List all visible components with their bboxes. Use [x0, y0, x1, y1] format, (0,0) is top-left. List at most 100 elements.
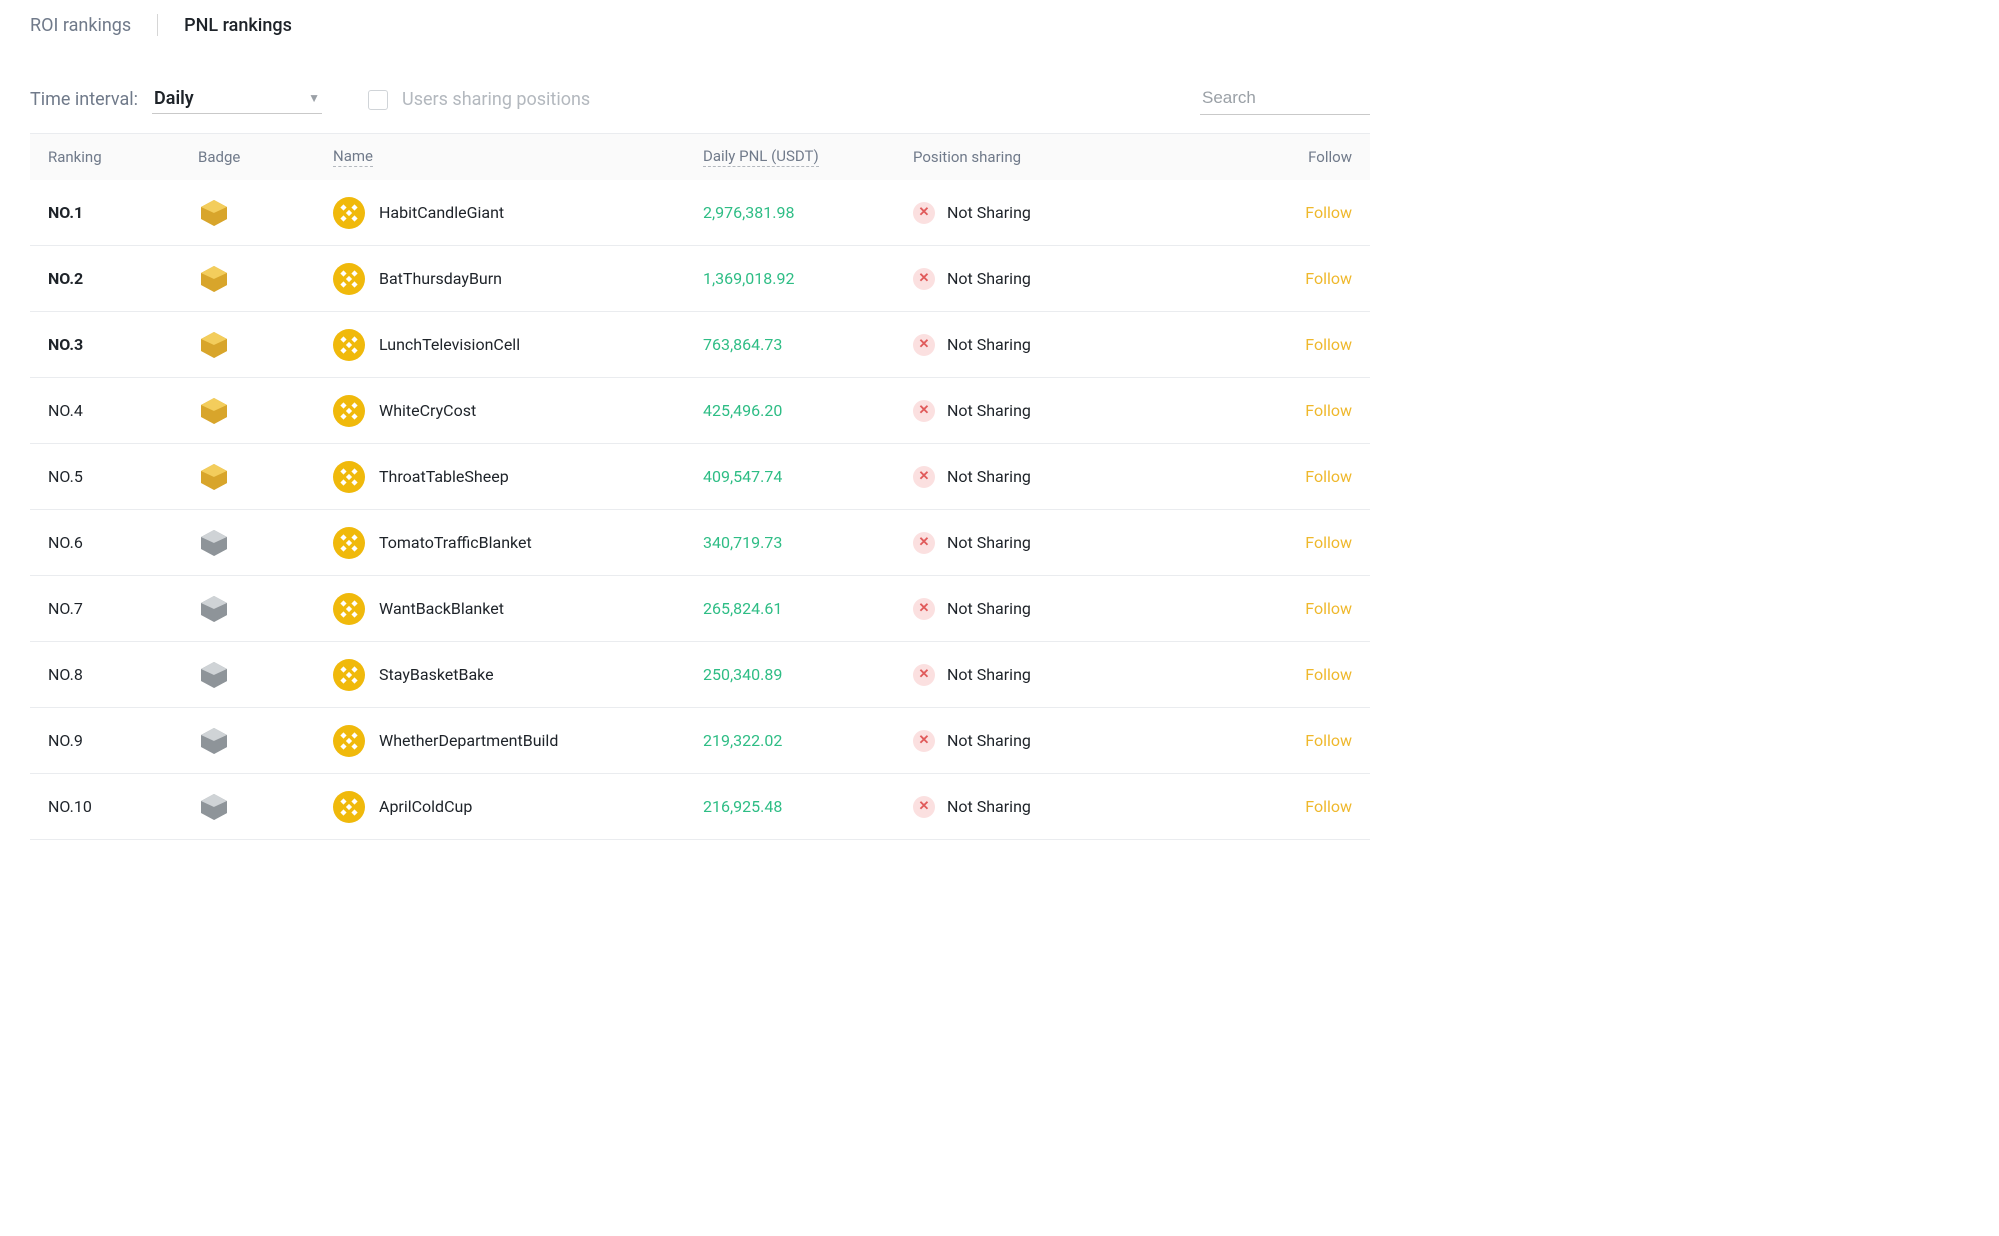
follow-button[interactable]: Follow — [1173, 731, 1352, 750]
user-cell[interactable]: TomatoTrafficBlanket — [333, 527, 703, 559]
users-sharing-positions-toggle[interactable]: Users sharing positions — [368, 89, 590, 110]
user-cell[interactable]: ThroatTableSheep — [333, 461, 703, 493]
ranking-value: NO.9 — [48, 731, 198, 750]
badge-hex-icon — [198, 792, 333, 822]
follow-button[interactable]: Follow — [1173, 665, 1352, 684]
x-circle-icon: ✕ — [913, 268, 935, 290]
pnl-value: 409,547.74 — [703, 467, 913, 486]
pnl-value: 265,824.61 — [703, 599, 913, 618]
x-circle-icon: ✕ — [913, 400, 935, 422]
badge-hex-icon — [198, 594, 333, 624]
follow-button[interactable]: Follow — [1173, 599, 1352, 618]
user-name: AprilColdCup — [379, 797, 472, 816]
ranking-value: NO.6 — [48, 533, 198, 552]
follow-button[interactable]: Follow — [1173, 203, 1352, 222]
ranking-value: NO.4 — [48, 401, 198, 420]
position-sharing-cell: ✕ Not Sharing — [913, 532, 1173, 554]
rankings-table: Ranking Badge Name Daily PNL (USDT) Posi… — [30, 133, 1370, 840]
sharing-label: Not Sharing — [947, 797, 1031, 816]
ranking-value: NO.2 — [48, 269, 198, 288]
table-row: NO.10 AprilColdCup 216,925.48 ✕ Not Shar… — [30, 774, 1370, 840]
user-cell[interactable]: HabitCandleGiant — [333, 197, 703, 229]
sharing-label: Not Sharing — [947, 269, 1031, 288]
x-circle-icon: ✕ — [913, 598, 935, 620]
ranking-value: NO.5 — [48, 467, 198, 486]
th-ranking: Ranking — [48, 148, 198, 166]
table-header: Ranking Badge Name Daily PNL (USDT) Posi… — [30, 134, 1370, 180]
tab-roi-rankings[interactable]: ROI rankings — [30, 15, 131, 36]
user-name: LunchTelevisionCell — [379, 335, 520, 354]
follow-button[interactable]: Follow — [1173, 533, 1352, 552]
badge-hex-icon — [198, 660, 333, 690]
avatar-icon — [333, 659, 365, 691]
ranking-value: NO.7 — [48, 599, 198, 618]
sharing-label: Not Sharing — [947, 203, 1031, 222]
x-circle-icon: ✕ — [913, 334, 935, 356]
pnl-value: 1,369,018.92 — [703, 269, 913, 288]
follow-button[interactable]: Follow — [1173, 335, 1352, 354]
tab-pnl-rankings[interactable]: PNL rankings — [184, 15, 292, 36]
follow-button[interactable]: Follow — [1173, 467, 1352, 486]
table-row: NO.9 WhetherDepartmentBuild 219,322.02 ✕… — [30, 708, 1370, 774]
table-row: NO.1 HabitCandleGiant 2,976,381.98 ✕ Not… — [30, 180, 1370, 246]
badge-hex-icon — [198, 528, 333, 558]
avatar-icon — [333, 395, 365, 427]
checkbox-label: Users sharing positions — [402, 89, 590, 110]
user-cell[interactable]: BatThursdayBurn — [333, 263, 703, 295]
position-sharing-cell: ✕ Not Sharing — [913, 202, 1173, 224]
avatar-icon — [333, 263, 365, 295]
table-row: NO.2 BatThursdayBurn 1,369,018.92 ✕ Not … — [30, 246, 1370, 312]
user-cell[interactable]: WhetherDepartmentBuild — [333, 725, 703, 757]
avatar-icon — [333, 527, 365, 559]
follow-button[interactable]: Follow — [1173, 797, 1352, 816]
ranking-value: NO.8 — [48, 665, 198, 684]
user-cell[interactable]: WantBackBlanket — [333, 593, 703, 625]
time-interval-value: Daily — [154, 88, 194, 109]
search-input[interactable] — [1200, 84, 1370, 115]
table-row: NO.6 TomatoTrafficBlanket 340,719.73 ✕ N… — [30, 510, 1370, 576]
user-name: WantBackBlanket — [379, 599, 504, 618]
th-position-sharing: Position sharing — [913, 148, 1173, 166]
checkbox-icon — [368, 90, 388, 110]
pnl-value: 250,340.89 — [703, 665, 913, 684]
ranking-value: NO.1 — [48, 203, 198, 222]
sharing-label: Not Sharing — [947, 335, 1031, 354]
position-sharing-cell: ✕ Not Sharing — [913, 598, 1173, 620]
sharing-label: Not Sharing — [947, 665, 1031, 684]
avatar-icon — [333, 791, 365, 823]
th-name[interactable]: Name — [333, 147, 373, 167]
x-circle-icon: ✕ — [913, 730, 935, 752]
user-cell[interactable]: StayBasketBake — [333, 659, 703, 691]
user-name: TomatoTrafficBlanket — [379, 533, 532, 552]
user-cell[interactable]: WhiteCryCost — [333, 395, 703, 427]
user-name: BatThursdayBurn — [379, 269, 502, 288]
follow-button[interactable]: Follow — [1173, 269, 1352, 288]
filter-bar: Time interval: Daily ▼ Users sharing pos… — [0, 44, 1400, 133]
follow-button[interactable]: Follow — [1173, 401, 1352, 420]
avatar-icon — [333, 197, 365, 229]
time-interval-select[interactable]: Daily ▼ — [152, 86, 322, 114]
position-sharing-cell: ✕ Not Sharing — [913, 796, 1173, 818]
table-row: NO.4 WhiteCryCost 425,496.20 ✕ Not Shari… — [30, 378, 1370, 444]
x-circle-icon: ✕ — [913, 664, 935, 686]
sharing-label: Not Sharing — [947, 533, 1031, 552]
badge-hex-icon — [198, 726, 333, 756]
sharing-label: Not Sharing — [947, 467, 1031, 486]
pnl-value: 219,322.02 — [703, 731, 913, 750]
badge-hex-icon — [198, 264, 333, 294]
position-sharing-cell: ✕ Not Sharing — [913, 268, 1173, 290]
sharing-label: Not Sharing — [947, 599, 1031, 618]
badge-hex-icon — [198, 396, 333, 426]
user-name: ThroatTableSheep — [379, 467, 509, 486]
time-interval-label: Time interval: — [30, 89, 138, 110]
user-cell[interactable]: LunchTelevisionCell — [333, 329, 703, 361]
badge-hex-icon — [198, 462, 333, 492]
user-name: WhetherDepartmentBuild — [379, 731, 558, 750]
pnl-value: 216,925.48 — [703, 797, 913, 816]
th-daily-pnl[interactable]: Daily PNL (USDT) — [703, 147, 819, 167]
badge-hex-icon — [198, 330, 333, 360]
pnl-value: 425,496.20 — [703, 401, 913, 420]
th-follow: Follow — [1173, 148, 1352, 166]
user-cell[interactable]: AprilColdCup — [333, 791, 703, 823]
position-sharing-cell: ✕ Not Sharing — [913, 466, 1173, 488]
